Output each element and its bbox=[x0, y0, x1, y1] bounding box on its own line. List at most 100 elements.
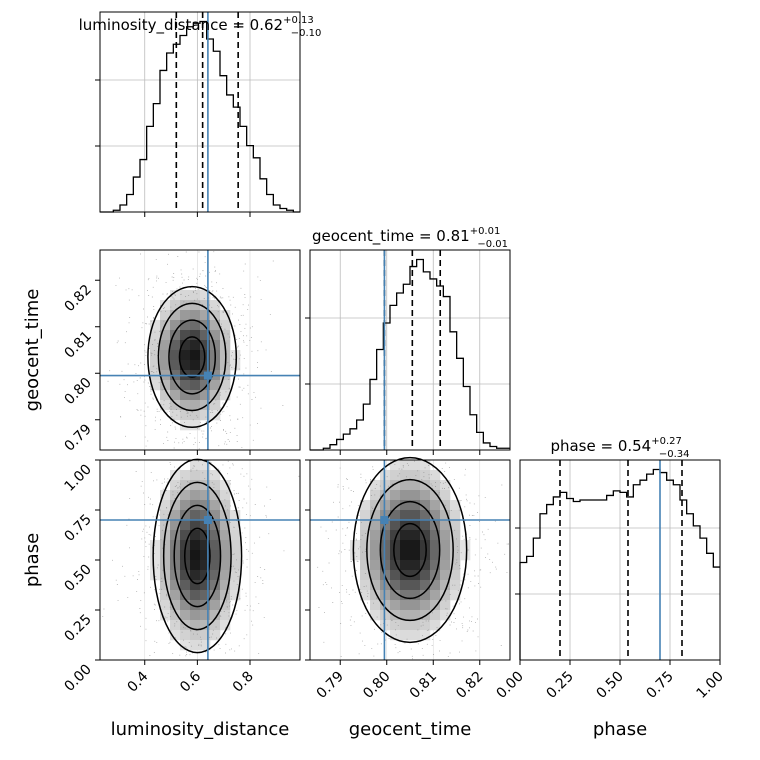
density-cell-1-10-16 bbox=[200, 620, 211, 631]
density-cell-0-8-6 bbox=[180, 310, 191, 321]
density-cell-1-10-12 bbox=[200, 580, 211, 591]
xtick-label-phase-2: 0.50 bbox=[593, 669, 626, 702]
density-cell-2-10-16 bbox=[410, 620, 421, 631]
density-cell-1-8-17 bbox=[180, 630, 191, 641]
density-cell-1-11-9 bbox=[210, 550, 221, 561]
density-cell-1-7-16 bbox=[170, 620, 181, 631]
density-cell-2-13-11 bbox=[440, 570, 451, 581]
density-cell-0-6-13 bbox=[160, 380, 171, 391]
density-cell-2-12-13 bbox=[430, 590, 441, 601]
density-cell-1-8-6 bbox=[180, 520, 191, 531]
density-cell-1-10-14 bbox=[200, 600, 211, 611]
density-cell-2-11-8 bbox=[420, 540, 431, 551]
title-phase: phase = 0.54+0.27 −0.34 bbox=[550, 436, 689, 460]
xtick-label-geocent-time-0: 0.79 bbox=[314, 669, 347, 702]
density-cell-2-9-14 bbox=[400, 600, 411, 611]
density-cell-1-13-5 bbox=[230, 510, 241, 521]
density-cell-0-7-9 bbox=[170, 340, 181, 351]
density-cell-2-11-12 bbox=[420, 580, 431, 591]
density-cell-0-11-16 bbox=[210, 410, 221, 421]
density-cell-2-12-2 bbox=[430, 480, 441, 491]
density-cell-2-13-15 bbox=[440, 610, 451, 621]
density-cell-2-9-13 bbox=[400, 590, 411, 601]
density-cell-1-12-7 bbox=[220, 530, 231, 541]
truth-marker-pair-1 bbox=[203, 516, 212, 524]
density-cell-1-11-10 bbox=[210, 560, 221, 571]
density-cell-1-7-5 bbox=[170, 510, 181, 521]
density-cell-1-11-5 bbox=[210, 510, 221, 521]
contour-pair-0-2 bbox=[157, 302, 227, 412]
density-cell-0-10-6 bbox=[200, 310, 211, 321]
title-phase-name: phase bbox=[550, 437, 595, 455]
density-cell-2-13-13 bbox=[440, 590, 451, 601]
density-cell-2-15-8 bbox=[460, 540, 471, 551]
density-cell-2-13-5 bbox=[440, 510, 451, 521]
density-cell-2-6-4 bbox=[370, 500, 381, 511]
density-cell-0-10-8 bbox=[200, 330, 211, 341]
density-cell-0-7-6 bbox=[170, 310, 181, 321]
density-cell-1-9-14 bbox=[190, 600, 201, 611]
density-cell-1-9-18 bbox=[190, 640, 201, 651]
density-cell-2-5-5 bbox=[360, 510, 371, 521]
x-axis-label-phase: phase bbox=[593, 719, 647, 740]
density-cell-2-12-4 bbox=[430, 500, 441, 511]
density-cell-0-8-7 bbox=[180, 320, 191, 331]
density-cell-2-13-6 bbox=[440, 520, 451, 531]
density-cell-1-9-11 bbox=[190, 570, 201, 581]
density-cell-1-13-11 bbox=[230, 570, 241, 581]
panel-luminosity-distance-vs-geocent-time bbox=[99, 249, 301, 451]
density-cell-1-8-11 bbox=[180, 570, 191, 581]
density-cell-2-12-1 bbox=[430, 470, 441, 481]
density-cell-2-9-17 bbox=[400, 630, 411, 641]
density-cell-2-9-3 bbox=[400, 490, 411, 501]
density-cell-1-13-8 bbox=[230, 540, 241, 551]
density-cell-2-12-3 bbox=[430, 490, 441, 501]
density-cell-2-8-0 bbox=[390, 460, 401, 471]
density-cell-0-7-14 bbox=[170, 390, 181, 401]
density-cell-2-14-8 bbox=[450, 540, 461, 551]
density-cell-0-6-11 bbox=[160, 360, 171, 371]
density-cell-1-8-12 bbox=[180, 580, 191, 591]
density-cell-1-7-2 bbox=[170, 480, 181, 491]
density-cell-2-8-3 bbox=[390, 490, 401, 501]
title-geocent-time-plus: +0.01 bbox=[470, 226, 501, 237]
density-cell-1-13-13 bbox=[230, 590, 241, 601]
density-cell-1-8-14 bbox=[180, 600, 191, 611]
density-cell-2-10-10 bbox=[410, 560, 421, 571]
title-geocent-time-name: geocent_time bbox=[312, 227, 414, 246]
density-cell-2-11-6 bbox=[420, 520, 431, 531]
density-cell-1-10-11 bbox=[200, 570, 211, 581]
density-cell-1-6-13 bbox=[160, 590, 171, 601]
density-cell-1-8-15 bbox=[180, 610, 191, 621]
density-cell-0-7-15 bbox=[170, 400, 181, 411]
density-cell-2-8-1 bbox=[390, 470, 401, 481]
contour-pair-0-1 bbox=[168, 319, 217, 395]
ytick-label-geocent-time-0: 0.79 bbox=[61, 421, 94, 454]
density-cell-1-12-9 bbox=[220, 550, 231, 561]
density-cell-2-9-10 bbox=[400, 560, 411, 571]
density-cell-0-5-13 bbox=[150, 380, 161, 391]
density-cell-1-9-2 bbox=[190, 480, 201, 491]
density-cell-0-10-9 bbox=[200, 340, 211, 351]
density-cell-2-11-14 bbox=[420, 600, 431, 611]
density-cell-0-8-9 bbox=[180, 340, 191, 351]
ytick-label-geocent-time-2: 0.81 bbox=[61, 328, 94, 361]
density-cell-2-8-2 bbox=[390, 480, 401, 491]
density-cell-2-11-1 bbox=[420, 470, 431, 481]
density-cell-2-6-15 bbox=[370, 610, 381, 621]
density-cell-2-9-7 bbox=[400, 530, 411, 541]
density-cell-1-6-15 bbox=[160, 610, 171, 621]
density-cell-2-12-10 bbox=[430, 560, 441, 571]
density-cell-0-11-6 bbox=[210, 310, 221, 321]
x-axis-label-geocent-time: geocent_time bbox=[349, 719, 472, 740]
title-luminosity-distance-name: luminosity_distance bbox=[79, 16, 228, 35]
density-cell-0-5-11 bbox=[150, 360, 161, 371]
xtick-label-geocent-time-3: 0.82 bbox=[453, 669, 486, 702]
density-cell-1-7-3 bbox=[170, 490, 181, 501]
density-cell-2-10-8 bbox=[410, 540, 421, 551]
density-cell-2-8-10 bbox=[390, 560, 401, 571]
title-geocent-time-minus: −0.01 bbox=[477, 239, 508, 250]
density-cell-0-8-17 bbox=[180, 420, 191, 431]
histogram-geocent-time bbox=[310, 258, 510, 451]
density-cell-1-7-1 bbox=[170, 470, 181, 481]
